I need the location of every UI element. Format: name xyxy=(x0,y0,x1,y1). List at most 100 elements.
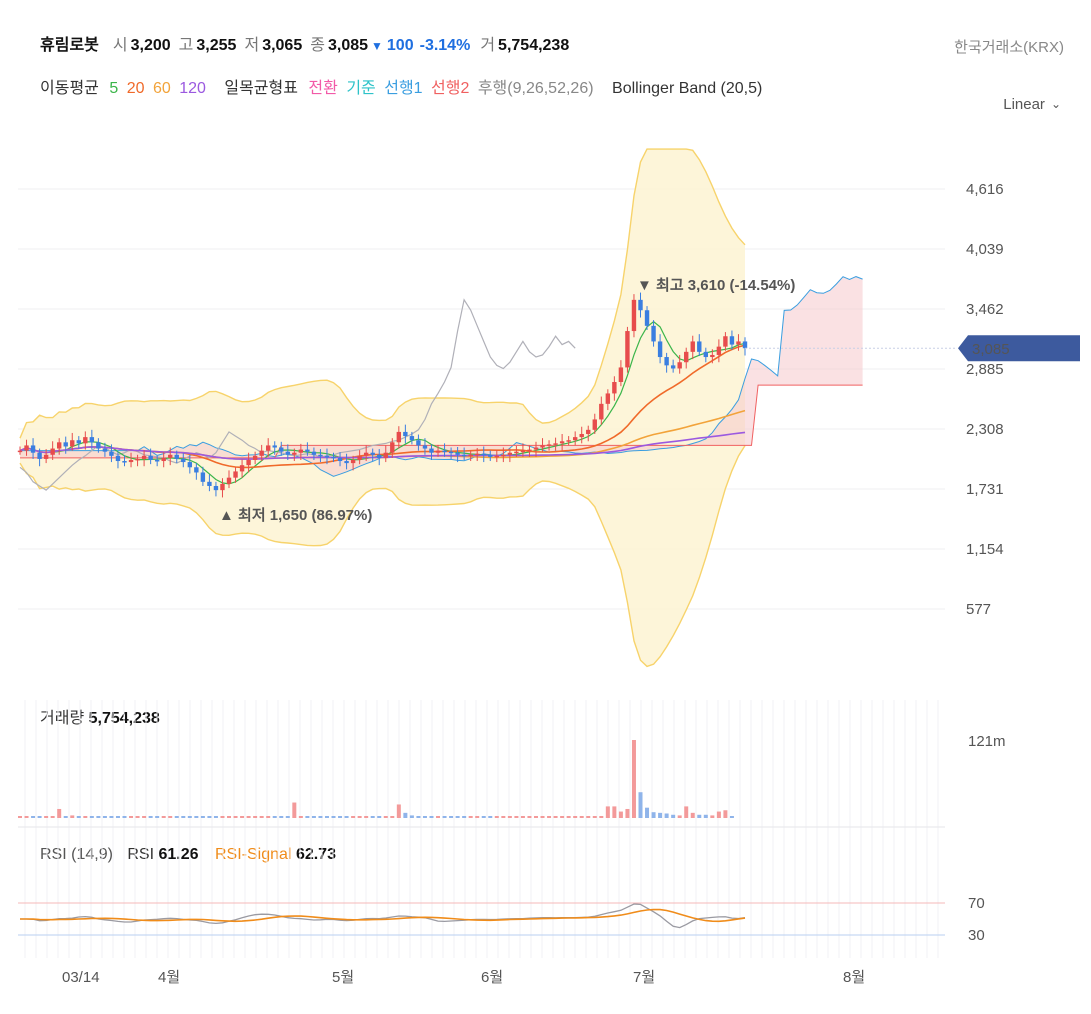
candle-body xyxy=(311,451,317,455)
volume-bar xyxy=(729,816,734,818)
volume-bar xyxy=(579,816,584,818)
volume-bar xyxy=(24,816,29,818)
candle-body xyxy=(200,472,206,482)
candle-body xyxy=(572,437,578,441)
volume-bar xyxy=(174,816,179,818)
lowest-price-annotation: ▲ 최저 1,650 (86.97%) xyxy=(219,506,372,524)
candle-body xyxy=(344,461,349,464)
candle-body xyxy=(546,444,552,446)
volume-bar xyxy=(429,816,434,818)
volume-bar xyxy=(488,816,493,818)
candle-body xyxy=(370,452,375,455)
scale-label: Linear xyxy=(1003,96,1045,113)
candle-body xyxy=(76,440,81,444)
ichimoku-cloud xyxy=(20,276,863,477)
volume-bar xyxy=(109,816,114,818)
grid-lines xyxy=(18,188,945,958)
price-tick-label: 2,308 xyxy=(966,421,1004,438)
x-axis-label: 6월 xyxy=(481,969,503,986)
volume-bar xyxy=(638,792,643,818)
volume-bar xyxy=(161,816,166,818)
candle-body xyxy=(279,447,284,452)
candle-body xyxy=(403,431,408,437)
ma-label[interactable]: 이동평균 xyxy=(40,80,99,97)
current-price-label: 3,085 xyxy=(972,341,1010,358)
volume-bar xyxy=(507,816,512,818)
volume-bar xyxy=(566,816,571,818)
indicator-legend: 이동평균 5 20 60 120 일목균형표 전환 기준 선행1 선행2 후행(… xyxy=(40,74,768,98)
volume-bar xyxy=(605,806,610,818)
volume-bar xyxy=(586,816,591,818)
candle-body xyxy=(684,351,689,363)
volume-bar xyxy=(449,816,454,818)
volume-bar xyxy=(442,816,447,818)
candle-body xyxy=(357,455,362,460)
candle-body xyxy=(265,445,271,451)
volume-bar xyxy=(416,816,421,818)
candle-body xyxy=(102,448,108,452)
volume-bar xyxy=(370,816,375,818)
x-axis-label: 03/14 xyxy=(62,969,100,986)
ma5-line xyxy=(19,320,746,485)
open-label: 시 xyxy=(112,37,128,54)
volume-bar xyxy=(83,816,88,818)
candle-body xyxy=(115,455,121,462)
candle-body xyxy=(716,346,722,355)
volume-bar xyxy=(253,816,258,818)
candle-body xyxy=(135,458,140,461)
open-value: 3,200 xyxy=(130,37,171,54)
rsi-70-label: 70 xyxy=(968,895,985,912)
candle-body xyxy=(396,431,402,443)
volume-bar xyxy=(57,808,62,818)
candle-body xyxy=(527,449,532,452)
candle-body xyxy=(292,452,297,455)
candle-body xyxy=(533,447,539,450)
candle-body xyxy=(586,429,591,434)
price-tick-label: 3,462 xyxy=(966,301,1004,318)
high-label: 고 xyxy=(178,37,194,54)
candle-body xyxy=(337,457,343,462)
volume-bar xyxy=(187,816,192,818)
volume-bar xyxy=(311,816,316,818)
volume-bar xyxy=(703,814,708,818)
volume-bar xyxy=(292,802,297,818)
candle-body xyxy=(710,354,715,358)
candle-body xyxy=(644,310,650,326)
candle-body xyxy=(285,451,290,455)
candle-body xyxy=(63,442,68,447)
volume-bar xyxy=(213,816,218,818)
volume-bar xyxy=(396,804,401,818)
candle-body xyxy=(207,481,212,486)
volume-label: 거 xyxy=(480,37,496,54)
candle-body xyxy=(409,436,415,441)
change-value: 100 xyxy=(386,37,414,54)
volume-bar xyxy=(344,816,349,818)
candle-body xyxy=(501,454,506,457)
bollinger-label[interactable]: Bollinger Band (20,5) xyxy=(612,80,763,97)
candle-body xyxy=(481,453,486,456)
candle-body xyxy=(390,442,395,453)
volume-bar xyxy=(37,816,42,818)
ichimoku-span2: 선행2 xyxy=(431,80,470,97)
candle-body xyxy=(89,437,95,443)
volume-bar xyxy=(220,816,225,818)
candle-body xyxy=(194,467,199,473)
candle-body xyxy=(122,461,127,463)
candle-body xyxy=(625,331,630,368)
volume-bar xyxy=(618,811,623,818)
ma120-line xyxy=(19,431,746,460)
volume-bar xyxy=(403,812,408,818)
candle-body xyxy=(520,450,526,453)
candle-body xyxy=(148,455,153,460)
down-arrow-icon: ▼ xyxy=(371,39,383,53)
ma-20: 20 xyxy=(126,80,145,97)
volume-bar xyxy=(227,816,232,818)
volume-bar xyxy=(710,815,715,818)
chevron-down-icon: ⌄ xyxy=(1050,97,1061,111)
candle-body xyxy=(657,341,663,358)
scale-dropdown[interactable]: Linear ⌄ xyxy=(1003,96,1061,113)
ichimoku-label[interactable]: 일목균형표 xyxy=(224,80,298,97)
volume-bar xyxy=(338,816,343,818)
volume-bar xyxy=(259,816,264,818)
